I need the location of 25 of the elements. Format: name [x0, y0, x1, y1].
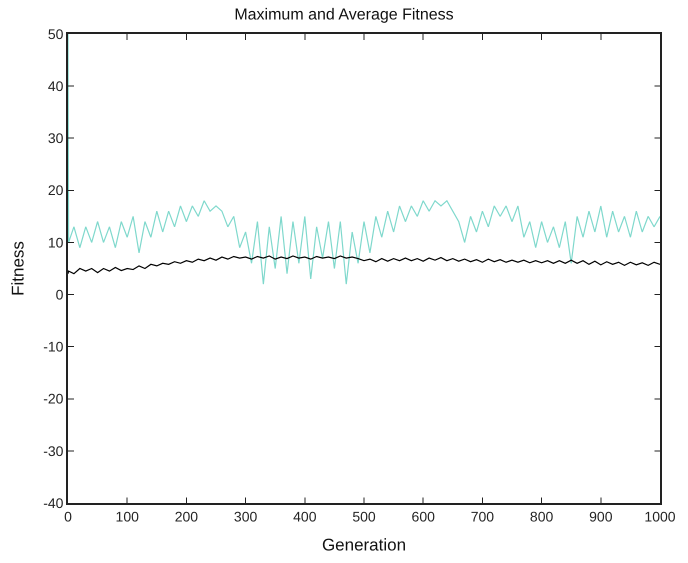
x-tick-label: 1000	[644, 508, 676, 525]
x-tick-label: 600	[412, 508, 436, 525]
x-tick-label: 200	[174, 508, 198, 525]
x-tick-label: 300	[234, 508, 258, 525]
y-tick-label: 10	[48, 234, 64, 250]
y-tick-label: -40	[43, 494, 64, 511]
x-axis-title: Generation	[322, 535, 406, 554]
y-tick-label: -20	[43, 390, 64, 407]
y-tick-label: 40	[48, 78, 64, 94]
x-tick-label: 800	[530, 508, 554, 525]
y-tick-label: 20	[48, 182, 64, 198]
x-tick-label: 100	[116, 508, 140, 525]
line-series	[68, 255, 660, 274]
x-tick-label: 700	[470, 508, 494, 525]
x-tick-label: 900	[589, 508, 613, 525]
y-tick-label: 30	[48, 130, 64, 146]
x-tick-label: 500	[352, 508, 376, 525]
y-tick-label: -30	[43, 442, 64, 459]
y-tick-label: 0	[56, 286, 64, 302]
line-series	[68, 34, 660, 285]
x-tick-label: 400	[293, 508, 317, 525]
y-tick-label: -10	[43, 338, 64, 355]
chart-title: Maximum and Average Fitness	[234, 6, 454, 24]
y-axis-title: Fitness	[8, 241, 28, 296]
y-tick-label: 50	[48, 26, 64, 42]
